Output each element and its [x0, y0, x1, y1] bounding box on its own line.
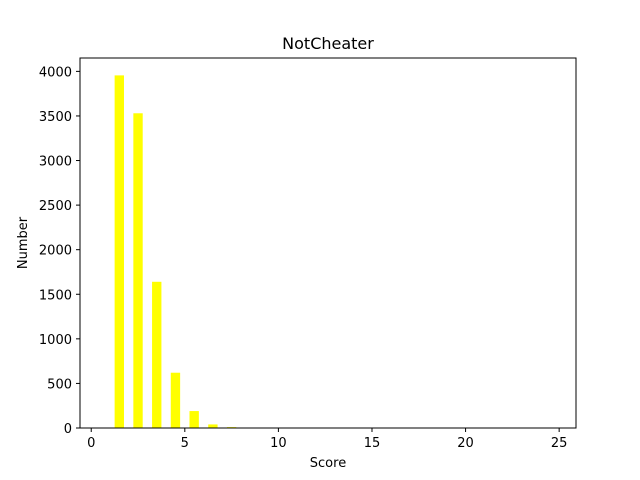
x-tick-label: 20 [457, 436, 474, 451]
x-axis: 0 5 10 15 20 25 [87, 428, 567, 451]
bar [189, 411, 199, 428]
y-tick-label: 3500 [39, 110, 72, 125]
x-tick-label: 25 [551, 436, 568, 451]
x-tick-label: 0 [87, 436, 95, 451]
bar [133, 113, 143, 429]
bar [152, 281, 162, 428]
y-axis: 0 500 1000 1500 2000 2500 3000 3500 4000 [39, 65, 80, 437]
bar [208, 424, 218, 428]
plot-frame [79, 57, 577, 429]
x-axis-title: Score [310, 456, 346, 471]
x-tick-label: 15 [364, 436, 381, 451]
y-tick-label: 4000 [39, 65, 72, 80]
y-tick-label: 0 [64, 422, 72, 437]
y-tick-label: 500 [47, 377, 72, 392]
y-axis-title: Number [16, 216, 31, 269]
y-tick-label: 1000 [39, 333, 72, 348]
x-tick-label: 10 [270, 436, 287, 451]
bar [114, 75, 124, 428]
y-tick-label: 2500 [39, 199, 72, 214]
y-tick-label: 1500 [39, 288, 72, 303]
bars-group [114, 75, 237, 429]
chart-title: NotCheater [282, 34, 374, 53]
x-tick-label: 5 [181, 436, 189, 451]
y-tick-label: 2000 [39, 244, 72, 259]
y-tick-label: 3000 [39, 155, 72, 170]
bar [170, 372, 181, 428]
